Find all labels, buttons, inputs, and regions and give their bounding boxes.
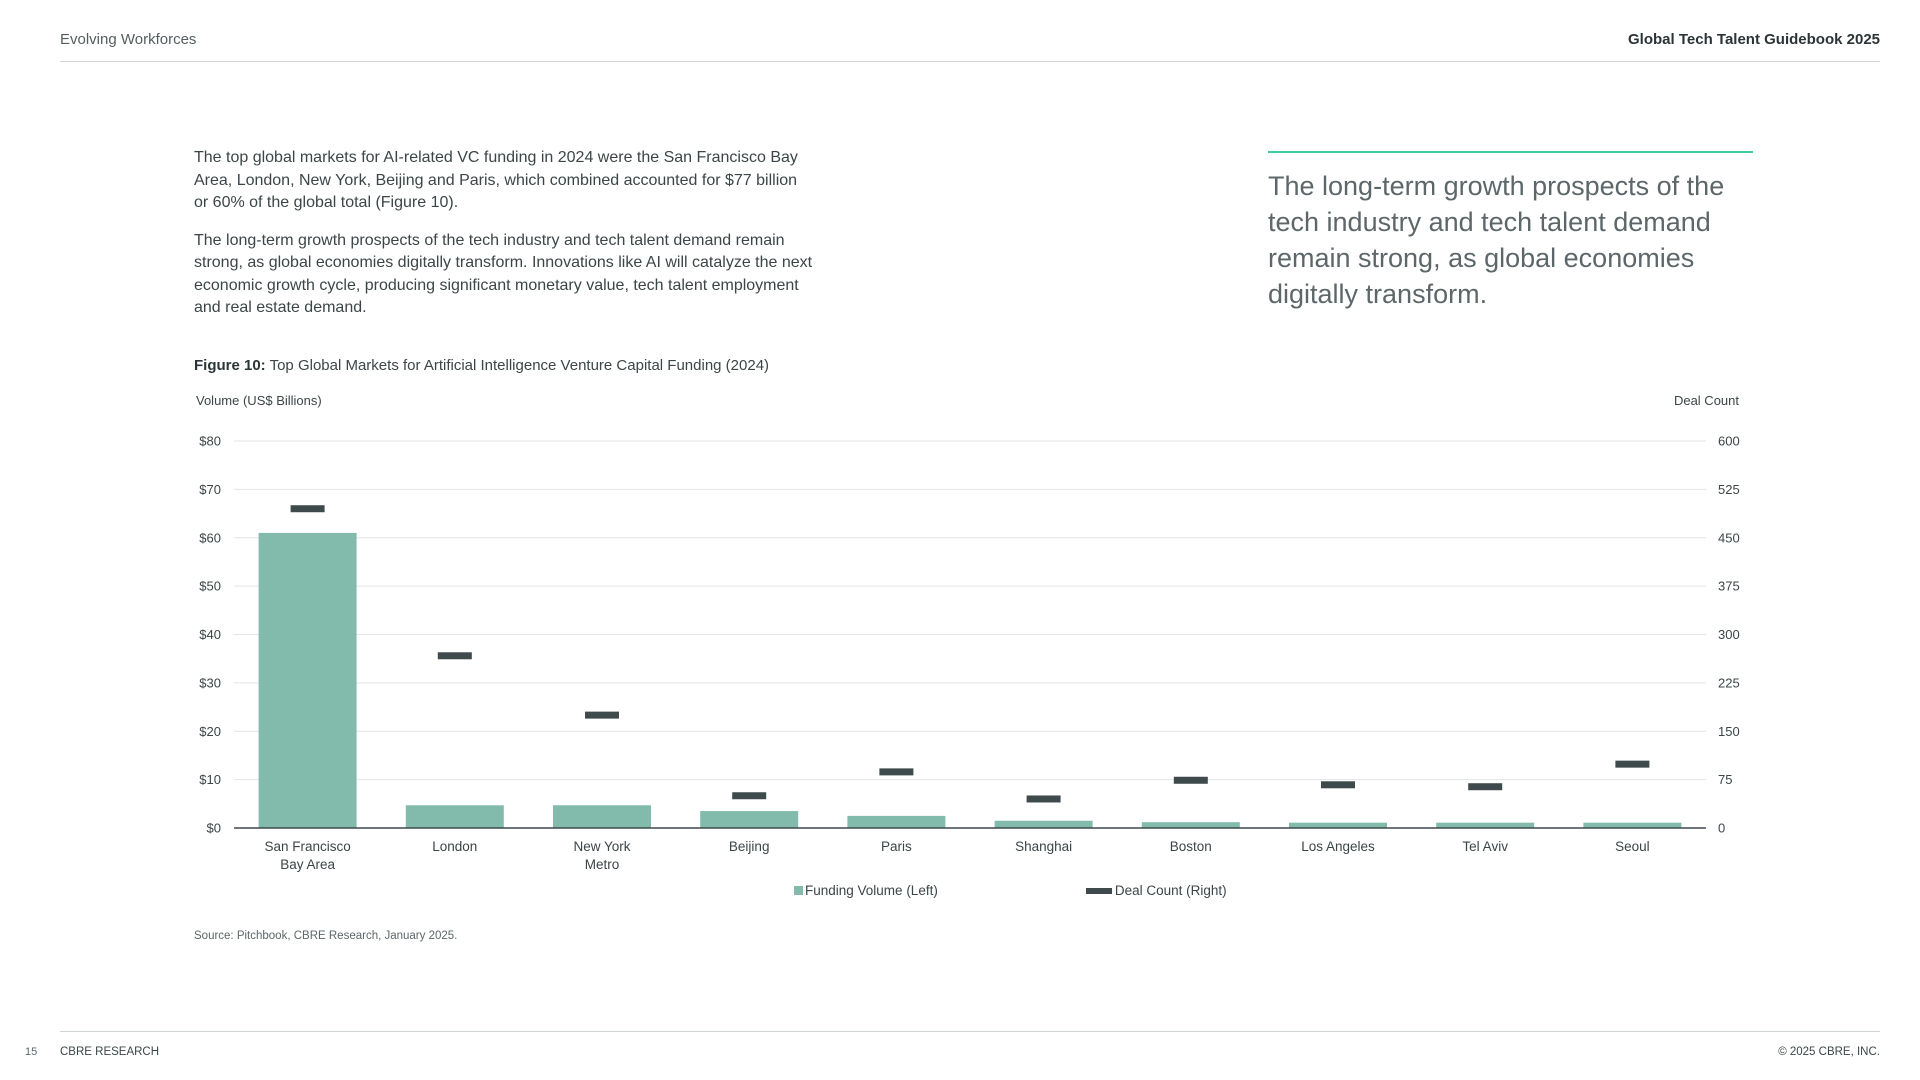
category-label: Metro xyxy=(585,857,620,872)
body-paragraph-2: The long-term growth prospects of the te… xyxy=(194,231,813,317)
funding-bar xyxy=(1436,822,1535,828)
y-tick-left-label: $70 xyxy=(199,482,221,497)
category-labels: San Francisco Bay Area London New York Metro… xyxy=(264,839,1649,872)
y-tick-left-label: $10 xyxy=(199,772,221,787)
body-text: The top global markets for AI-related VC… xyxy=(194,147,814,335)
y-tick-left-label: $80 xyxy=(199,434,221,449)
deal-count-marker xyxy=(1615,760,1650,768)
figure-label: Figure 10: xyxy=(194,357,266,374)
y-tick-left-label: $20 xyxy=(199,724,221,739)
section-title: Evolving Workforces xyxy=(60,31,197,48)
funding-bar xyxy=(1289,822,1387,828)
deal-count-marker xyxy=(1468,783,1503,791)
funding-bar xyxy=(847,815,946,828)
y-tick-left-label: $50 xyxy=(199,579,221,594)
pull-quote: The long-term growth prospects of the te… xyxy=(1268,171,1725,309)
y-axis-right-title: Deal Count xyxy=(1673,393,1739,408)
quote-accent-rule xyxy=(1268,151,1753,153)
footer-brand: CBRE RESEARCH xyxy=(60,1046,160,1058)
deal-count-marker xyxy=(290,505,325,513)
deal-count-marker xyxy=(1321,781,1355,789)
category-label: San Francisco xyxy=(264,839,350,854)
funding-bar xyxy=(1141,822,1240,828)
figure-caption: Figure 10: Top Global Markets for Artifi… xyxy=(194,357,769,374)
legend-swatch-funding xyxy=(794,886,803,895)
legend-item-deal-count: Deal Count (Right) xyxy=(1085,883,1227,898)
category-label: Shanghai xyxy=(1015,839,1072,854)
deal-count-marker xyxy=(585,711,619,719)
category-label: Paris xyxy=(881,839,912,854)
deal-count-marker xyxy=(732,792,767,800)
y-tick-left-label: $60 xyxy=(199,530,221,545)
deal-count-markers xyxy=(290,505,1650,803)
y-tick-right-label: 375 xyxy=(1718,579,1740,594)
y-tick-right-label: 525 xyxy=(1718,482,1740,497)
y-tick-right-label: 0 xyxy=(1718,821,1725,836)
y-tick-left-label: $40 xyxy=(199,627,221,642)
footer-divider xyxy=(60,1031,1880,1032)
footer-copyright: © 2025 CBRE, INC. xyxy=(1778,1046,1880,1058)
funding-bar xyxy=(405,805,504,828)
y-ticks-right: 0 75 150 225 300 375 450 525 600 xyxy=(1718,434,1740,836)
figure-source: Source: Pitchbook, CBRE Research, Januar… xyxy=(194,930,458,942)
category-label: Beijing xyxy=(729,839,770,854)
page-number: 15 xyxy=(25,1046,38,1058)
y-tick-right-label: 75 xyxy=(1718,772,1732,787)
funding-bar xyxy=(553,805,651,828)
funding-bar xyxy=(700,811,799,828)
category-label: Tel Aviv xyxy=(1462,839,1508,854)
y-tick-right-label: 225 xyxy=(1718,675,1740,690)
deal-count-marker xyxy=(437,652,472,660)
y-tick-right-label: 300 xyxy=(1718,627,1740,642)
legend-item-funding: Funding Volume (Left) xyxy=(794,883,938,898)
publication-title: Global Tech Talent Guidebook 2025 xyxy=(1628,31,1880,48)
legend-label-funding: Funding Volume (Left) xyxy=(805,883,938,898)
category-label: Seoul xyxy=(1615,839,1650,854)
figure-title: Top Global Markets for Artificial Intell… xyxy=(269,357,770,374)
chart-legend: Funding Volume (Left) Deal Count (Right) xyxy=(794,883,1227,898)
category-label: Boston xyxy=(1170,839,1212,854)
funding-bars xyxy=(258,532,1682,828)
y-tick-right-label: 150 xyxy=(1718,724,1740,739)
y-tick-left-label: $30 xyxy=(199,675,221,690)
legend-swatch-deal-count xyxy=(1085,887,1112,894)
y-tick-right-label: 450 xyxy=(1718,530,1740,545)
y-tick-left-label: $0 xyxy=(207,821,221,836)
category-label: Bay Area xyxy=(280,857,335,872)
funding-bar xyxy=(1583,822,1682,828)
funding-bar xyxy=(994,820,1093,828)
y-tick-right-label: 600 xyxy=(1718,434,1740,449)
gridlines xyxy=(234,440,1706,781)
y-ticks-left: $0 $10 $20 $30 $40 $50 $60 $70 $80 xyxy=(199,434,221,836)
deal-count-marker xyxy=(1173,776,1208,784)
funding-bar xyxy=(258,532,357,828)
category-label: Los Angeles xyxy=(1301,839,1375,854)
category-label: New York xyxy=(573,839,630,854)
header-divider xyxy=(60,61,1880,62)
deal-count-marker xyxy=(1026,795,1061,803)
y-axis-left-title: Volume (US$ Billions) xyxy=(196,393,322,408)
deal-count-marker xyxy=(879,768,914,776)
category-label: London xyxy=(432,839,477,854)
legend-label-deal-count: Deal Count (Right) xyxy=(1114,883,1227,898)
body-paragraph-1: The top global markets for AI-related VC… xyxy=(194,149,798,211)
